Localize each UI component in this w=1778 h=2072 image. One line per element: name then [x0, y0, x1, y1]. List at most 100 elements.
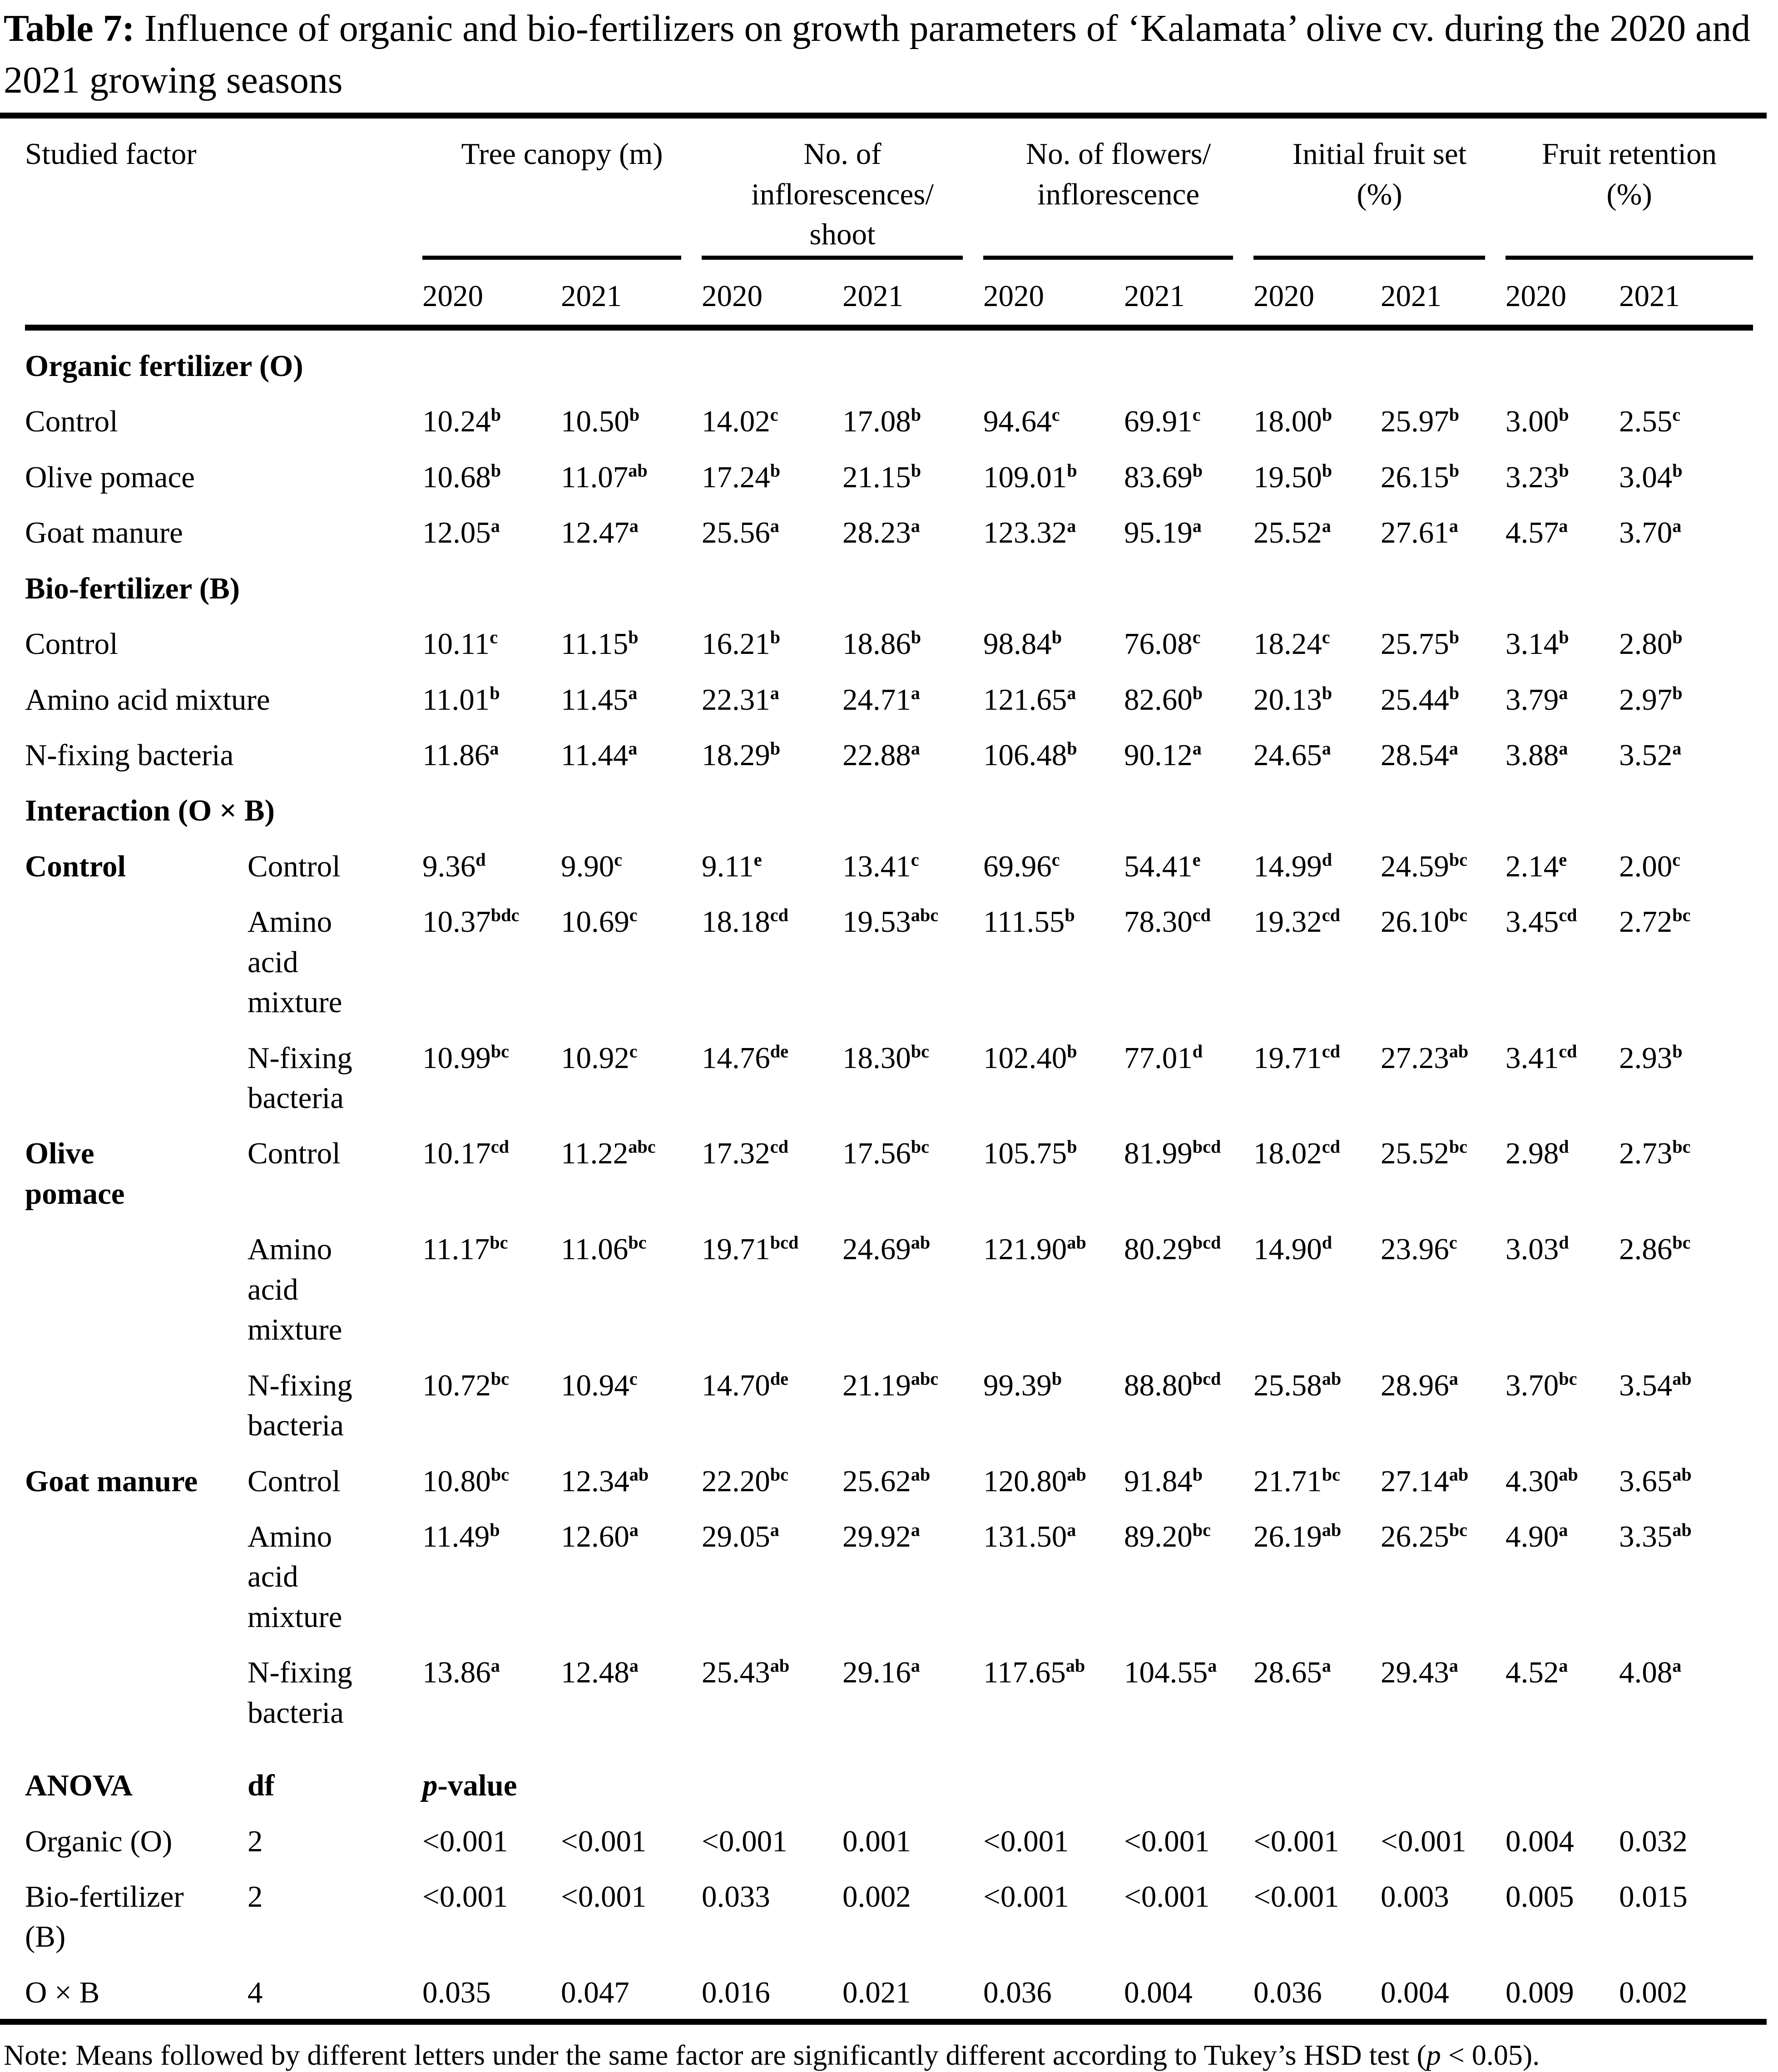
year-header: 2021: [1124, 260, 1254, 331]
value-cell: 3.52a: [1619, 738, 1682, 772]
significance-letter: a: [629, 1519, 639, 1540]
p-value-cell: <0.001: [983, 1880, 1069, 1914]
significance-letter: a: [1672, 515, 1682, 536]
significance-letter: bc: [911, 1041, 929, 1062]
idata-row: Amino acid mixture 10.37bdc 10.69c 18.18cd 1…: [25, 886, 1753, 1022]
section-label: Organic fertilizer (O): [25, 349, 303, 383]
significance-letter: a: [1067, 515, 1076, 536]
p-value-cell: 0.016: [702, 1975, 770, 2009]
significance-letter: a: [490, 515, 500, 536]
value-cell: 11.22abc: [561, 1137, 656, 1171]
p-value-cell: 0.004: [1124, 1975, 1193, 2009]
value-cell: 11.45a: [561, 682, 638, 717]
value-cell: 3.65ab: [1619, 1464, 1692, 1498]
significance-letter: b: [1559, 627, 1569, 648]
row-label: Olive pomace: [25, 460, 195, 494]
value-cell: 11.17bc: [422, 1232, 508, 1266]
value-cell: 25.56a: [702, 515, 779, 550]
significance-letter: b: [628, 627, 639, 648]
value-cell: 104.55a: [1124, 1655, 1217, 1690]
significance-letter: a: [1192, 515, 1202, 536]
value-cell: 12.34ab: [561, 1464, 649, 1498]
significance-letter: e: [1192, 849, 1201, 870]
data-row: Control 10.24b 10.50b 14.02c 17.08b 94.64c 69.…: [25, 386, 1753, 441]
value-cell: 98.84b: [983, 627, 1062, 661]
section-label: Interaction (O × B): [25, 794, 275, 828]
value-cell: 10.92c: [561, 1041, 638, 1075]
significance-letter: ab: [770, 1655, 790, 1676]
p-value-label: p-value: [422, 1769, 517, 1803]
significance-letter: b: [1449, 460, 1460, 481]
df-value: 2: [248, 1880, 263, 1914]
value-cell: 14.76de: [702, 1041, 788, 1075]
significance-letter: a: [1322, 515, 1331, 536]
significance-letter: a: [1192, 738, 1202, 759]
idata-row: N-fixing bacteria 13.86a 12.48a 25.43ab 29.1…: [25, 1637, 1753, 1733]
significance-letter: b: [490, 1519, 500, 1540]
value-cell: 11.06bc: [561, 1232, 647, 1266]
factor2-label: Amino acid mixture: [248, 1519, 342, 1634]
header-underline: [422, 256, 682, 260]
row-label: N-fixing bacteria: [25, 738, 234, 772]
value-cell: 25.52a: [1253, 515, 1331, 550]
significance-letter: bc: [770, 1464, 788, 1485]
significance-letter: b: [1672, 682, 1683, 703]
value-cell: 24.69ab: [842, 1232, 931, 1266]
value-cell: 27.23ab: [1381, 1041, 1469, 1075]
significance-letter: b: [911, 405, 921, 425]
value-cell: 19.53abc: [842, 905, 939, 939]
value-cell: 109.01b: [983, 460, 1077, 494]
column-header-fruit-set: Initial fruit set (%): [1253, 119, 1506, 260]
significance-letter: c: [911, 849, 919, 870]
table-number-label: Table 7:: [4, 7, 135, 49]
factor2-label: Amino acid mixture: [248, 905, 342, 1019]
column-header-studied-factor: Studied factor: [25, 137, 197, 171]
anova-source-label: Organic (O): [25, 1824, 173, 1858]
factor1-label: [25, 1350, 248, 1446]
significance-letter: b: [490, 460, 501, 481]
value-cell: 11.01b: [422, 682, 500, 717]
value-cell: 25.75b: [1381, 627, 1460, 661]
value-cell: 3.70a: [1619, 515, 1682, 550]
column-header-flowers: No. of flowers/ inflorescence: [983, 119, 1253, 260]
significance-letter: a: [629, 1655, 639, 1676]
significance-letter: a: [1067, 682, 1076, 703]
significance-letter: c: [1322, 627, 1330, 648]
value-cell: 88.80bcd: [1124, 1368, 1221, 1402]
significance-letter: cd: [1192, 905, 1211, 925]
header-underline: [1506, 256, 1753, 260]
table-footnote: Note: Means followed by different letter…: [4, 2038, 1778, 2072]
value-cell: 24.71a: [842, 682, 920, 717]
significance-letter: ab: [1065, 1655, 1085, 1676]
significance-letter: bcd: [770, 1232, 799, 1253]
significance-letter: cd: [1322, 1137, 1340, 1157]
value-cell: 18.02cd: [1253, 1137, 1340, 1171]
value-cell: 10.68b: [422, 460, 501, 494]
value-cell: 3.54ab: [1619, 1368, 1692, 1402]
value-cell: 29.43a: [1381, 1655, 1458, 1690]
significance-letter: d: [475, 849, 486, 870]
factor1-label: Olive pomace: [25, 1137, 125, 1211]
value-cell: 4.57a: [1506, 515, 1568, 550]
value-cell: 89.20bc: [1124, 1519, 1211, 1553]
value-cell: 10.72bc: [422, 1368, 509, 1402]
value-cell: 111.55b: [983, 905, 1075, 939]
significance-letter: c: [770, 405, 778, 425]
significance-letter: c: [1051, 849, 1060, 870]
value-cell: 2.14e: [1506, 849, 1567, 883]
significance-letter: d: [1559, 1232, 1569, 1253]
value-cell: 3.14b: [1506, 627, 1569, 661]
value-cell: 3.04b: [1619, 460, 1683, 494]
factor1-label: [25, 886, 248, 1022]
significance-letter: b: [1672, 627, 1683, 648]
value-cell: 3.41cd: [1506, 1041, 1577, 1075]
p-value-cell: <0.001: [1253, 1824, 1339, 1858]
data-row: Control 10.11c 11.15b 16.21b 18.86b 98.84b 76.…: [25, 608, 1753, 664]
significance-letter: a: [628, 682, 638, 703]
value-cell: 2.98d: [1506, 1137, 1569, 1171]
year-header: 2020: [422, 260, 561, 331]
significance-letter: ab: [1672, 1464, 1692, 1485]
significance-letter: c: [1192, 627, 1201, 648]
p-value-cell: 0.033: [702, 1880, 770, 1914]
year-header: 2021: [1619, 260, 1753, 331]
